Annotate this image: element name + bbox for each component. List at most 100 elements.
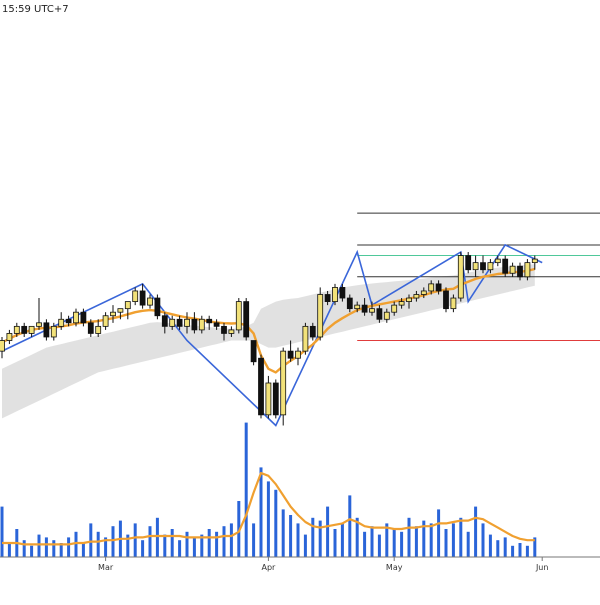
volume-bar (207, 529, 211, 557)
candle-body (502, 258, 509, 274)
volume-bar (96, 531, 100, 557)
candle (191, 312, 198, 334)
candle (531, 255, 538, 270)
volume-bar (237, 501, 241, 557)
volume-bar (414, 526, 418, 557)
candle (472, 255, 479, 277)
volume-bar (22, 540, 26, 557)
candle-body (480, 262, 486, 271)
x-tick-label: Jun (535, 563, 549, 572)
volume-bar (52, 540, 56, 557)
candle-body (309, 325, 316, 338)
volume-bar (155, 517, 159, 557)
candle-body (420, 290, 427, 295)
candle-body (176, 318, 183, 327)
candle-body (21, 325, 28, 334)
candle (420, 287, 427, 299)
candle (213, 319, 220, 330)
candle (398, 298, 405, 309)
candle-body (250, 340, 257, 363)
candle-body (517, 265, 523, 278)
candle-body (406, 297, 412, 302)
candle (6, 329, 13, 345)
candle (339, 283, 346, 302)
volume-bar (400, 531, 404, 557)
volume-bar (215, 531, 219, 557)
candle (413, 290, 420, 302)
volume-bar (385, 523, 389, 557)
candle (139, 283, 146, 309)
candle (36, 298, 42, 330)
volume-bar (163, 534, 167, 557)
volume-bar (303, 534, 307, 557)
candle-body (28, 325, 35, 334)
candle (206, 315, 213, 330)
candle-body (117, 308, 124, 313)
candle-body (191, 318, 198, 331)
candle-body (13, 325, 20, 334)
volume-bar (525, 545, 529, 557)
volume-bar (296, 523, 300, 557)
candle-body (235, 301, 242, 331)
candle-body (213, 322, 220, 327)
candle-body (73, 311, 79, 324)
candle-body (258, 357, 264, 416)
candle-body (87, 322, 94, 334)
candles-layer (0, 252, 538, 426)
candle-body (428, 283, 435, 292)
volume-bar (459, 517, 463, 557)
candle (250, 340, 257, 366)
volume-bar (326, 506, 330, 557)
volume-bar (377, 534, 381, 557)
candle-body (354, 304, 361, 310)
candle-body (457, 255, 464, 299)
candle (376, 305, 383, 323)
volume-bar (518, 543, 522, 557)
volume-bar (259, 467, 263, 557)
x-tick-label: May (386, 563, 403, 572)
candle-body (184, 318, 190, 327)
volume-bar (333, 529, 337, 557)
volume-bar (511, 545, 515, 557)
candle (428, 280, 435, 295)
volume-bar (89, 523, 93, 557)
candle (124, 301, 131, 320)
x-tick-label: Apr (261, 563, 276, 572)
candle (354, 301, 361, 313)
candle (480, 255, 486, 274)
candle (494, 255, 501, 267)
candle-body (324, 294, 331, 302)
volume-bar (141, 540, 145, 557)
candle (435, 280, 442, 295)
candle-body (472, 262, 479, 271)
candle-body (6, 333, 13, 341)
volume-bar (133, 523, 137, 557)
candle (369, 301, 375, 316)
candle (317, 287, 324, 341)
candle-body (361, 304, 368, 313)
candle (302, 322, 309, 355)
candle (235, 298, 242, 334)
candle (58, 312, 65, 330)
candle-body (43, 322, 50, 338)
volume-bar (244, 422, 248, 557)
candle (176, 315, 183, 330)
volume-bar (67, 537, 71, 557)
candle-body (376, 308, 383, 320)
volume-bar (252, 523, 256, 557)
candle (295, 347, 301, 366)
candle (221, 322, 227, 341)
candle (50, 322, 57, 341)
candle (102, 312, 109, 330)
candle-body (383, 311, 390, 320)
candle (154, 294, 161, 320)
candle (110, 305, 116, 323)
candle-body (80, 311, 87, 324)
candle (272, 379, 279, 419)
candle-body (132, 290, 139, 302)
candle-body (169, 318, 176, 327)
candle (73, 308, 79, 327)
candle-body (509, 265, 516, 274)
candle (117, 308, 124, 320)
